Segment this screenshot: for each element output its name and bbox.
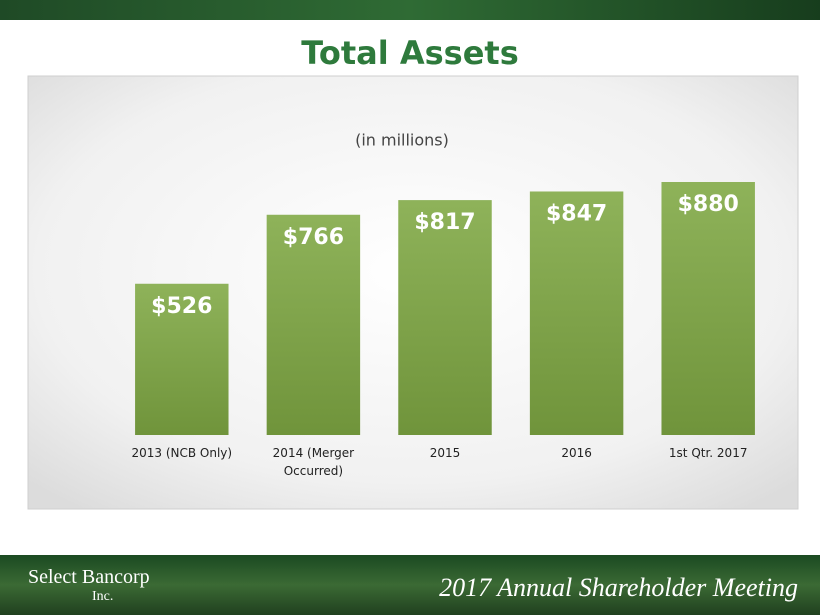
bar-shade: [529, 191, 624, 435]
x-tick-label: 2014 (Merger Occurred): [272, 446, 355, 478]
data-label: $880: [678, 192, 739, 217]
x-tick-label: 2015: [429, 446, 461, 460]
header-band: [0, 0, 820, 20]
bar-shade: [135, 283, 229, 435]
data-label: $847: [546, 201, 607, 226]
chart-title: Total Assets: [301, 34, 518, 72]
footer-band: [0, 555, 820, 615]
data-label: $817: [414, 210, 475, 235]
x-tick-label: 2016: [561, 446, 592, 460]
bar-shade: [661, 182, 755, 435]
footer-text: 2017 Annual Shareholder Meeting: [439, 573, 798, 602]
bar-shade: [398, 200, 492, 435]
chart-subtitle: (in millions): [355, 131, 449, 150]
data-label: $766: [283, 225, 344, 250]
x-tick-label: 1st Qtr. 2017: [668, 446, 748, 460]
logo-sub: Inc.: [92, 589, 113, 604]
bar-shade: [266, 214, 361, 435]
data-label: $526: [151, 294, 212, 319]
logo: Select Bancorp: [28, 566, 150, 588]
x-tick-label: 2013 (NCB Only): [131, 446, 233, 460]
